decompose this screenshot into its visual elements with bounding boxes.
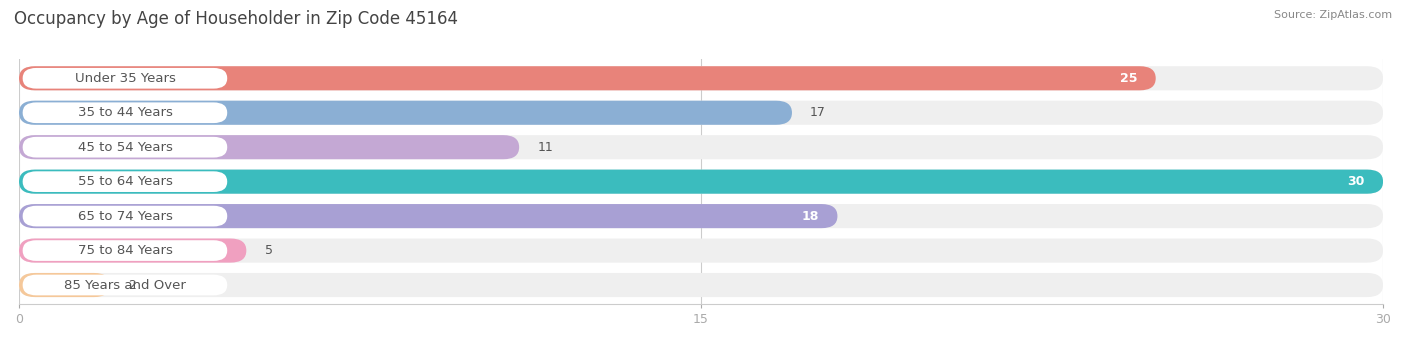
FancyBboxPatch shape xyxy=(20,101,792,125)
FancyBboxPatch shape xyxy=(22,137,228,158)
Text: 11: 11 xyxy=(537,141,553,154)
FancyBboxPatch shape xyxy=(20,135,519,159)
FancyBboxPatch shape xyxy=(20,204,838,228)
FancyBboxPatch shape xyxy=(20,66,1156,90)
FancyBboxPatch shape xyxy=(20,66,1384,90)
FancyBboxPatch shape xyxy=(22,240,228,261)
Text: Under 35 Years: Under 35 Years xyxy=(75,72,176,85)
Text: 25: 25 xyxy=(1121,72,1137,85)
Text: 17: 17 xyxy=(810,106,827,119)
Text: 35 to 44 Years: 35 to 44 Years xyxy=(77,106,173,119)
FancyBboxPatch shape xyxy=(22,171,228,192)
FancyBboxPatch shape xyxy=(20,238,246,263)
FancyBboxPatch shape xyxy=(22,275,228,295)
Text: 5: 5 xyxy=(264,244,273,257)
Text: 45 to 54 Years: 45 to 54 Years xyxy=(77,141,173,154)
FancyBboxPatch shape xyxy=(22,206,228,226)
FancyBboxPatch shape xyxy=(20,169,1384,194)
Text: 2: 2 xyxy=(128,279,136,292)
Text: 85 Years and Over: 85 Years and Over xyxy=(65,279,186,292)
Text: 75 to 84 Years: 75 to 84 Years xyxy=(77,244,173,257)
FancyBboxPatch shape xyxy=(20,169,1384,194)
Text: 65 to 74 Years: 65 to 74 Years xyxy=(77,210,173,223)
Text: 30: 30 xyxy=(1347,175,1365,188)
FancyBboxPatch shape xyxy=(20,135,1384,159)
FancyBboxPatch shape xyxy=(22,68,228,89)
FancyBboxPatch shape xyxy=(20,273,110,297)
FancyBboxPatch shape xyxy=(20,101,1384,125)
Text: 55 to 64 Years: 55 to 64 Years xyxy=(77,175,173,188)
Text: Occupancy by Age of Householder in Zip Code 45164: Occupancy by Age of Householder in Zip C… xyxy=(14,10,458,28)
FancyBboxPatch shape xyxy=(20,204,1384,228)
FancyBboxPatch shape xyxy=(22,102,228,123)
FancyBboxPatch shape xyxy=(20,238,1384,263)
FancyBboxPatch shape xyxy=(20,273,1384,297)
Text: 18: 18 xyxy=(801,210,820,223)
Text: Source: ZipAtlas.com: Source: ZipAtlas.com xyxy=(1274,10,1392,20)
